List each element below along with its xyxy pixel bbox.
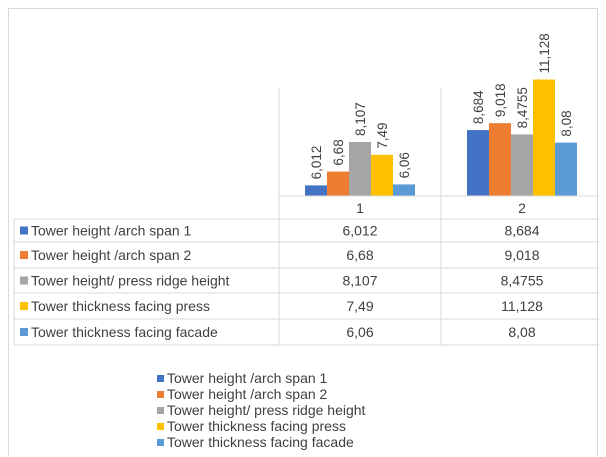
legend-swatch: [157, 374, 164, 382]
table-legend-key: [20, 251, 28, 259]
table-cell: 6,68: [346, 247, 373, 263]
data-label: 9,018: [493, 83, 508, 117]
table-cell: 6,012: [342, 223, 377, 239]
legend-label: Tower thickness facing facade: [167, 434, 354, 450]
data-label: 6,012: [309, 146, 324, 180]
table-cell: 11,128: [501, 298, 543, 314]
table-cell: 8,4755: [501, 273, 544, 289]
legend-swatch: [157, 422, 164, 430]
bar: [371, 154, 393, 196]
chart-svg: 6,012 6,688,107 7,496,068,684 9,018 8,475511…: [13, 33, 599, 346]
table-cell: 6,06: [346, 324, 373, 340]
data-label: 11,128: [537, 33, 552, 73]
table-legend-key: [20, 302, 28, 310]
bar: [489, 123, 511, 196]
data-label: 7,49: [375, 123, 390, 149]
legend-label: Tower height/ press ridge height: [167, 402, 366, 418]
chart-frame: 6,012 6,68 8,107 7,49 6,06 8,684 9,018 8,4755 11…: [8, 8, 599, 456]
legend-swatch: [157, 438, 164, 446]
data-label: 8,4755: [515, 87, 530, 128]
x-tick-label: 1: [356, 200, 364, 216]
table-row-label: Tower thickness facing press: [31, 298, 210, 314]
data-label: 6,06: [397, 152, 412, 178]
table-row-label: Tower thickness facing facade: [31, 324, 218, 340]
table-cell: 8,684: [504, 223, 539, 239]
data-label: 8,08: [559, 110, 574, 136]
bar: [533, 79, 555, 196]
data-label: 8,684: [471, 90, 486, 124]
table-row-label: Tower height /arch span 2: [31, 247, 192, 263]
table-cell: 9,018: [504, 247, 539, 263]
bar: [393, 184, 415, 196]
legend-item: Tower thickness facing facade: [157, 434, 365, 450]
legend-label: Tower height /arch span 1: [167, 370, 328, 386]
data-label: 8,107: [353, 102, 368, 136]
legend-item: Tower height/ press ridge height: [157, 402, 365, 418]
table-row-label: Tower height /arch span 1: [31, 223, 192, 239]
table-legend-key: [20, 328, 28, 336]
table-cell: 8,08: [508, 324, 535, 340]
bar: [349, 142, 371, 196]
bar: [327, 171, 349, 196]
table-legend-key: [20, 276, 28, 285]
legend-item: Tower height /arch span 1: [157, 370, 365, 386]
legend-swatch: [157, 390, 164, 398]
legend: Tower height /arch span 1 Tower height /a…: [157, 370, 365, 450]
table-cell: 7,49: [346, 298, 373, 314]
bar: [305, 185, 327, 196]
table-row-label: Tower height/ press ridge height: [31, 273, 230, 289]
legend-label: Tower height /arch span 2: [167, 386, 328, 402]
legend-label: Tower thickness facing press: [167, 418, 346, 434]
legend-item: Tower thickness facing press: [157, 418, 365, 434]
bar: [555, 142, 577, 196]
table-legend-key: [20, 226, 28, 235]
legend-swatch: [157, 406, 164, 414]
legend-item: Tower height /arch span 2: [157, 386, 365, 402]
bar: [511, 134, 533, 196]
bar: [467, 130, 489, 196]
data-label: 6,68: [331, 139, 346, 165]
x-tick-label: 2: [518, 200, 526, 216]
table-cell: 8,107: [342, 273, 377, 289]
